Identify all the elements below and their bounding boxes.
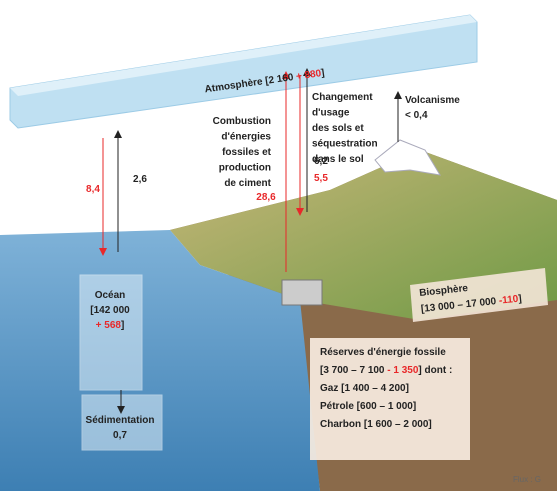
flux-value: 2,6 xyxy=(133,174,147,185)
fossil-stock: [3 700 – 7 100 - 1 350] dont : xyxy=(320,365,452,376)
ocean-change: + 568] xyxy=(96,320,125,331)
fossil-box xyxy=(310,338,470,460)
sediment-box xyxy=(81,394,163,451)
label-line: de ciment xyxy=(224,178,271,189)
atmosphere-top xyxy=(10,15,477,96)
flux-value: 28,6 xyxy=(256,192,276,203)
label-line: Combustion xyxy=(213,116,271,127)
fossil-item: Gaz [1 400 – 4 200] xyxy=(320,383,409,394)
volcanism-label: Volcanisme xyxy=(405,95,460,106)
label-line: production xyxy=(219,163,271,174)
label-line: d'usage xyxy=(312,108,350,119)
label-line: des sols et xyxy=(312,123,364,134)
biosphere-label: Biosphère xyxy=(419,283,469,299)
ocean-label: Océan xyxy=(95,290,126,301)
sediment-label: Sédimentation xyxy=(86,415,155,426)
volcanism-value: < 0,4 xyxy=(405,110,428,121)
land-surface xyxy=(170,150,557,320)
volcano xyxy=(374,139,441,176)
factory xyxy=(281,279,323,306)
fossil-label: Réserves d'énergie fossile xyxy=(320,347,446,358)
label-line: séquestration xyxy=(312,139,378,150)
biosphere-box xyxy=(410,268,548,322)
sediment-value: 0,7 xyxy=(113,430,127,441)
footer: Flux : G xyxy=(513,475,541,484)
label-line: Changement xyxy=(312,92,373,103)
land-use-label: Changement d'usage des sols et séquestratio… xyxy=(312,92,378,165)
flux-value: 6,2 xyxy=(314,156,328,167)
label-line: dans le sol xyxy=(312,154,364,165)
fossil-item: Charbon [1 600 – 2 000] xyxy=(320,419,432,430)
ocean-box xyxy=(79,274,143,391)
combustion-label: Combustion d'énergies fossiles et productio… xyxy=(213,116,272,189)
fossil-item: Pétrole [600 – 1 000] xyxy=(320,401,416,412)
flux-value: 8,4 xyxy=(86,184,100,195)
flux-value: 5,5 xyxy=(314,173,328,184)
label-line: fossiles et xyxy=(222,147,272,158)
label-line: d'énergies xyxy=(221,132,271,143)
ocean-stock: [142 000 xyxy=(90,305,130,316)
